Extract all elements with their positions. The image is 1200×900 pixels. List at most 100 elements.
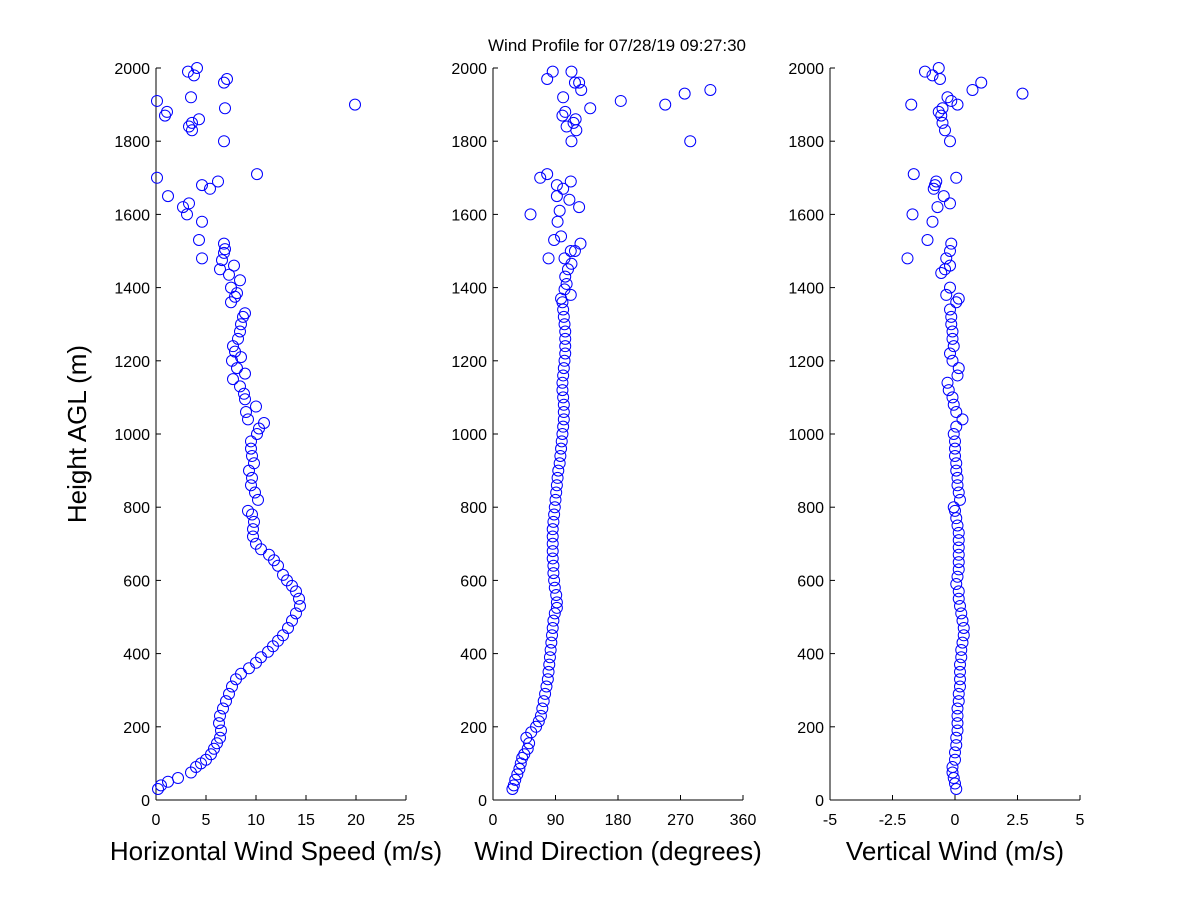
data-point: [251, 428, 263, 440]
x-tick-label: 0: [489, 812, 498, 829]
data-point: [926, 215, 939, 228]
data-point: [966, 83, 979, 96]
data-point: [549, 493, 562, 506]
data-point: [240, 406, 252, 419]
data-point: [239, 393, 251, 406]
data-point: [541, 673, 554, 686]
data-point: [550, 589, 563, 602]
data-point: [954, 493, 966, 506]
data-point: [559, 325, 572, 338]
data-point: [950, 512, 963, 525]
data-point: [556, 428, 569, 440]
data-point: [551, 471, 564, 484]
data-point: [208, 742, 220, 755]
data-point: [282, 621, 294, 634]
data-point: [546, 545, 559, 558]
data-point: [223, 268, 235, 281]
data-point: [952, 292, 965, 305]
data-point: [234, 380, 246, 393]
data-point: [557, 398, 570, 411]
data-point: [951, 98, 964, 111]
data-point: [534, 171, 547, 184]
data-point: [547, 614, 560, 627]
data-point: [956, 614, 969, 627]
data-point: [951, 709, 964, 722]
x-tick-label: 180: [605, 812, 632, 829]
data-point: [214, 709, 226, 722]
data-point: [557, 413, 570, 426]
data-point: [557, 182, 570, 195]
x-tick-label: 2.5: [1006, 812, 1028, 829]
data-point: [152, 783, 164, 796]
data-point: [944, 303, 956, 316]
data-point: [951, 369, 964, 382]
y-tick-label: 1800: [451, 134, 487, 151]
data-point: [540, 680, 553, 693]
data-point: [952, 486, 965, 499]
data-point: [558, 354, 571, 367]
data-point: [245, 435, 257, 448]
x-tick-label: 0: [951, 812, 960, 829]
data-point: [921, 234, 934, 247]
data-point: [946, 761, 959, 774]
y-tick-label: 600: [123, 573, 150, 590]
y-tick-label: 400: [460, 647, 487, 664]
data-point: [218, 135, 230, 148]
data-point: [559, 105, 572, 118]
data-point: [952, 687, 965, 700]
data-point: [188, 69, 200, 82]
data-point: [550, 179, 563, 192]
y-tick-label: 1800: [114, 134, 150, 151]
data-point: [557, 310, 570, 323]
data-point: [946, 766, 959, 779]
x-tick-label: 90: [547, 812, 565, 829]
data-point: [193, 234, 205, 247]
data-point: [950, 171, 963, 184]
data-point: [949, 442, 961, 455]
data-point: [177, 201, 189, 214]
data-point: [507, 779, 520, 792]
x-tick-label: 0: [152, 812, 161, 829]
data-point: [950, 464, 963, 477]
data-point: [234, 274, 246, 287]
x-tick-label: 360: [730, 812, 757, 829]
data-point: [214, 731, 226, 744]
data-point: [559, 347, 572, 360]
data-points: [901, 62, 1029, 796]
y-tick-label: 800: [797, 500, 824, 517]
data-point: [954, 680, 966, 693]
data-point: [573, 201, 586, 214]
data-point: [945, 237, 958, 250]
y-tick-label: 800: [460, 500, 487, 517]
data-point: [557, 391, 570, 404]
data-point: [239, 367, 251, 380]
data-point: [952, 534, 965, 547]
y-tick-label: 400: [123, 647, 150, 664]
data-point: [947, 428, 960, 440]
data-point: [931, 201, 944, 214]
data-point: [951, 724, 964, 737]
data-point: [552, 464, 565, 477]
data-point: [548, 234, 561, 247]
data-point: [151, 171, 163, 184]
data-point: [952, 362, 965, 375]
data-point: [1016, 87, 1029, 100]
data-point: [574, 237, 587, 250]
y-tick-label: 200: [123, 720, 150, 737]
data-point: [975, 76, 988, 89]
y-tick-label: 1800: [788, 134, 824, 151]
y-tick-label: 200: [460, 720, 487, 737]
data-point: [172, 772, 184, 785]
data-point: [949, 435, 961, 448]
data-point: [564, 245, 577, 257]
data-point: [547, 559, 560, 572]
data-point: [555, 442, 568, 455]
data-point: [548, 574, 561, 587]
x-axis-label: Horizontal Wind Speed (m/s): [110, 836, 442, 866]
y-tick-label: 2000: [788, 61, 824, 78]
data-point: [246, 508, 258, 521]
data-point: [560, 120, 573, 133]
data-point: [530, 720, 543, 733]
data-point: [221, 72, 233, 85]
